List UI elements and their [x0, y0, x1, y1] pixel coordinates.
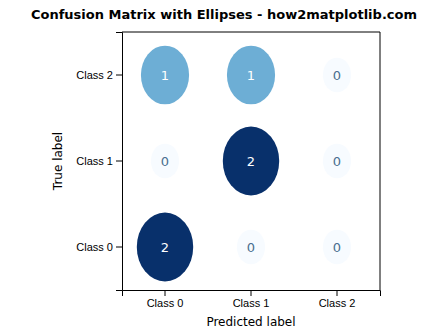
- tick-mark: [116, 247, 122, 248]
- chart: 200020110Class 0Class 1Class 2Class 0Cla…: [0, 0, 448, 336]
- tick: Class 0: [147, 290, 184, 309]
- tick-mark: [165, 290, 166, 296]
- x-axis-title: Predicted label: [206, 315, 295, 329]
- cell-ellipse: [237, 230, 265, 264]
- data-label: 0: [333, 240, 341, 255]
- tick: Class 0: [76, 241, 122, 253]
- tick-label: Class 0: [76, 241, 113, 253]
- cell-ellipse: [323, 230, 351, 264]
- tick-mark: [337, 290, 338, 296]
- data-label: 0: [161, 154, 169, 169]
- cells: [137, 46, 351, 282]
- tick-label: Class 2: [76, 69, 113, 81]
- title: Confusion Matrix with Ellipses - how2mat…: [31, 7, 417, 22]
- data-label: 0: [333, 68, 341, 83]
- cell-ellipse: [141, 46, 189, 105]
- cell-ellipse: [223, 127, 279, 196]
- data-label: 2: [161, 240, 169, 255]
- cell-ellipse: [323, 144, 351, 178]
- data-label: 1: [161, 68, 169, 83]
- frame: [380, 32, 381, 290]
- plot: 200020110Class 0Class 1Class 2Class 0Cla…: [76, 32, 380, 309]
- tick-label: Class 2: [319, 297, 356, 309]
- tick-mark: [116, 75, 122, 76]
- data-label: 2: [247, 154, 255, 169]
- axis-line: [116, 33, 123, 291]
- y-axis: Class 0 Class 1 Class 2: [76, 33, 122, 291]
- cell-ellipse: [137, 213, 193, 282]
- tick: Class 1: [76, 155, 122, 167]
- data-label: 0: [247, 240, 255, 255]
- tick-label: Class 0: [147, 297, 184, 309]
- frame: [122, 32, 380, 33]
- tick: Class 2: [76, 69, 122, 81]
- cell-ellipse: [323, 58, 351, 92]
- data-labels: 2 0 0 0 2 0 1 1 0: [161, 68, 341, 255]
- data-label: 1: [247, 68, 255, 83]
- data-label: 0: [333, 154, 341, 169]
- cell-ellipse: [227, 46, 275, 105]
- axis-line: [123, 291, 381, 297]
- tick: Class 2: [319, 290, 356, 309]
- cell-ellipse: [151, 144, 179, 178]
- tick-mark: [251, 290, 252, 296]
- y-axis-title: True label: [51, 132, 65, 191]
- x-axis: Class 0 Class 1 Class 2: [123, 290, 381, 309]
- tick-label: Class 1: [233, 297, 270, 309]
- tick: Class 1: [233, 290, 270, 309]
- tick-label: Class 1: [76, 155, 113, 167]
- tick-mark: [116, 161, 122, 162]
